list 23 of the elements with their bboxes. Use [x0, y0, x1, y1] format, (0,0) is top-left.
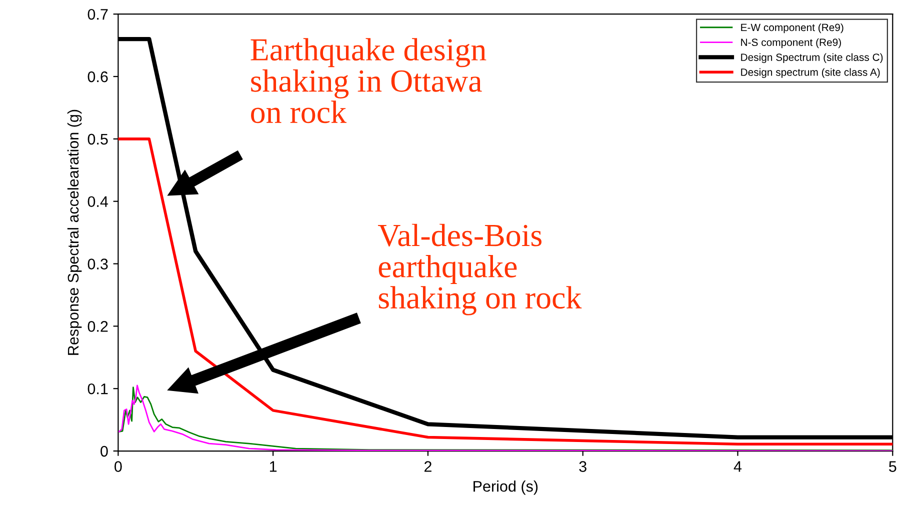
y-tick-label: 0.6	[88, 71, 108, 82]
y-tick-label: 0.1	[88, 383, 108, 394]
x-tick-label: 1	[270, 461, 277, 472]
y-tick-label: 0	[100, 446, 108, 457]
x-tick-label: 5	[889, 461, 896, 472]
x-tick-label: 0	[114, 461, 122, 472]
x-tick-label: 3	[579, 461, 586, 472]
y-axis-title: Response Spectral accelearation (g)	[67, 110, 82, 355]
y-tick-label: 0.5	[88, 134, 108, 145]
x-tick-label: 2	[424, 461, 432, 472]
line-series	[118, 138, 893, 446]
x-axis-title: Period (s)	[474, 480, 538, 495]
legend-label: N-S component (Re9)	[741, 38, 841, 48]
x-tick-label: 4	[734, 461, 742, 472]
y-tick-label: 0.3	[88, 258, 108, 270]
annotation: Val-des-Bois earthquake shaking on rock	[378, 224, 582, 316]
y-tick-label: 0.4	[88, 196, 108, 208]
legend-label: E-W component (Re9)	[741, 23, 844, 34]
legend-label: Design spectrum (site class A)	[741, 68, 880, 78]
legend-label: Design Spectrum (site class C)	[741, 53, 883, 64]
y-tick-label: 0.2	[88, 321, 108, 332]
annotation: Earthquake design shaking in Ottawa on rock	[250, 38, 486, 124]
y-tick-label: 0.7	[88, 8, 108, 20]
